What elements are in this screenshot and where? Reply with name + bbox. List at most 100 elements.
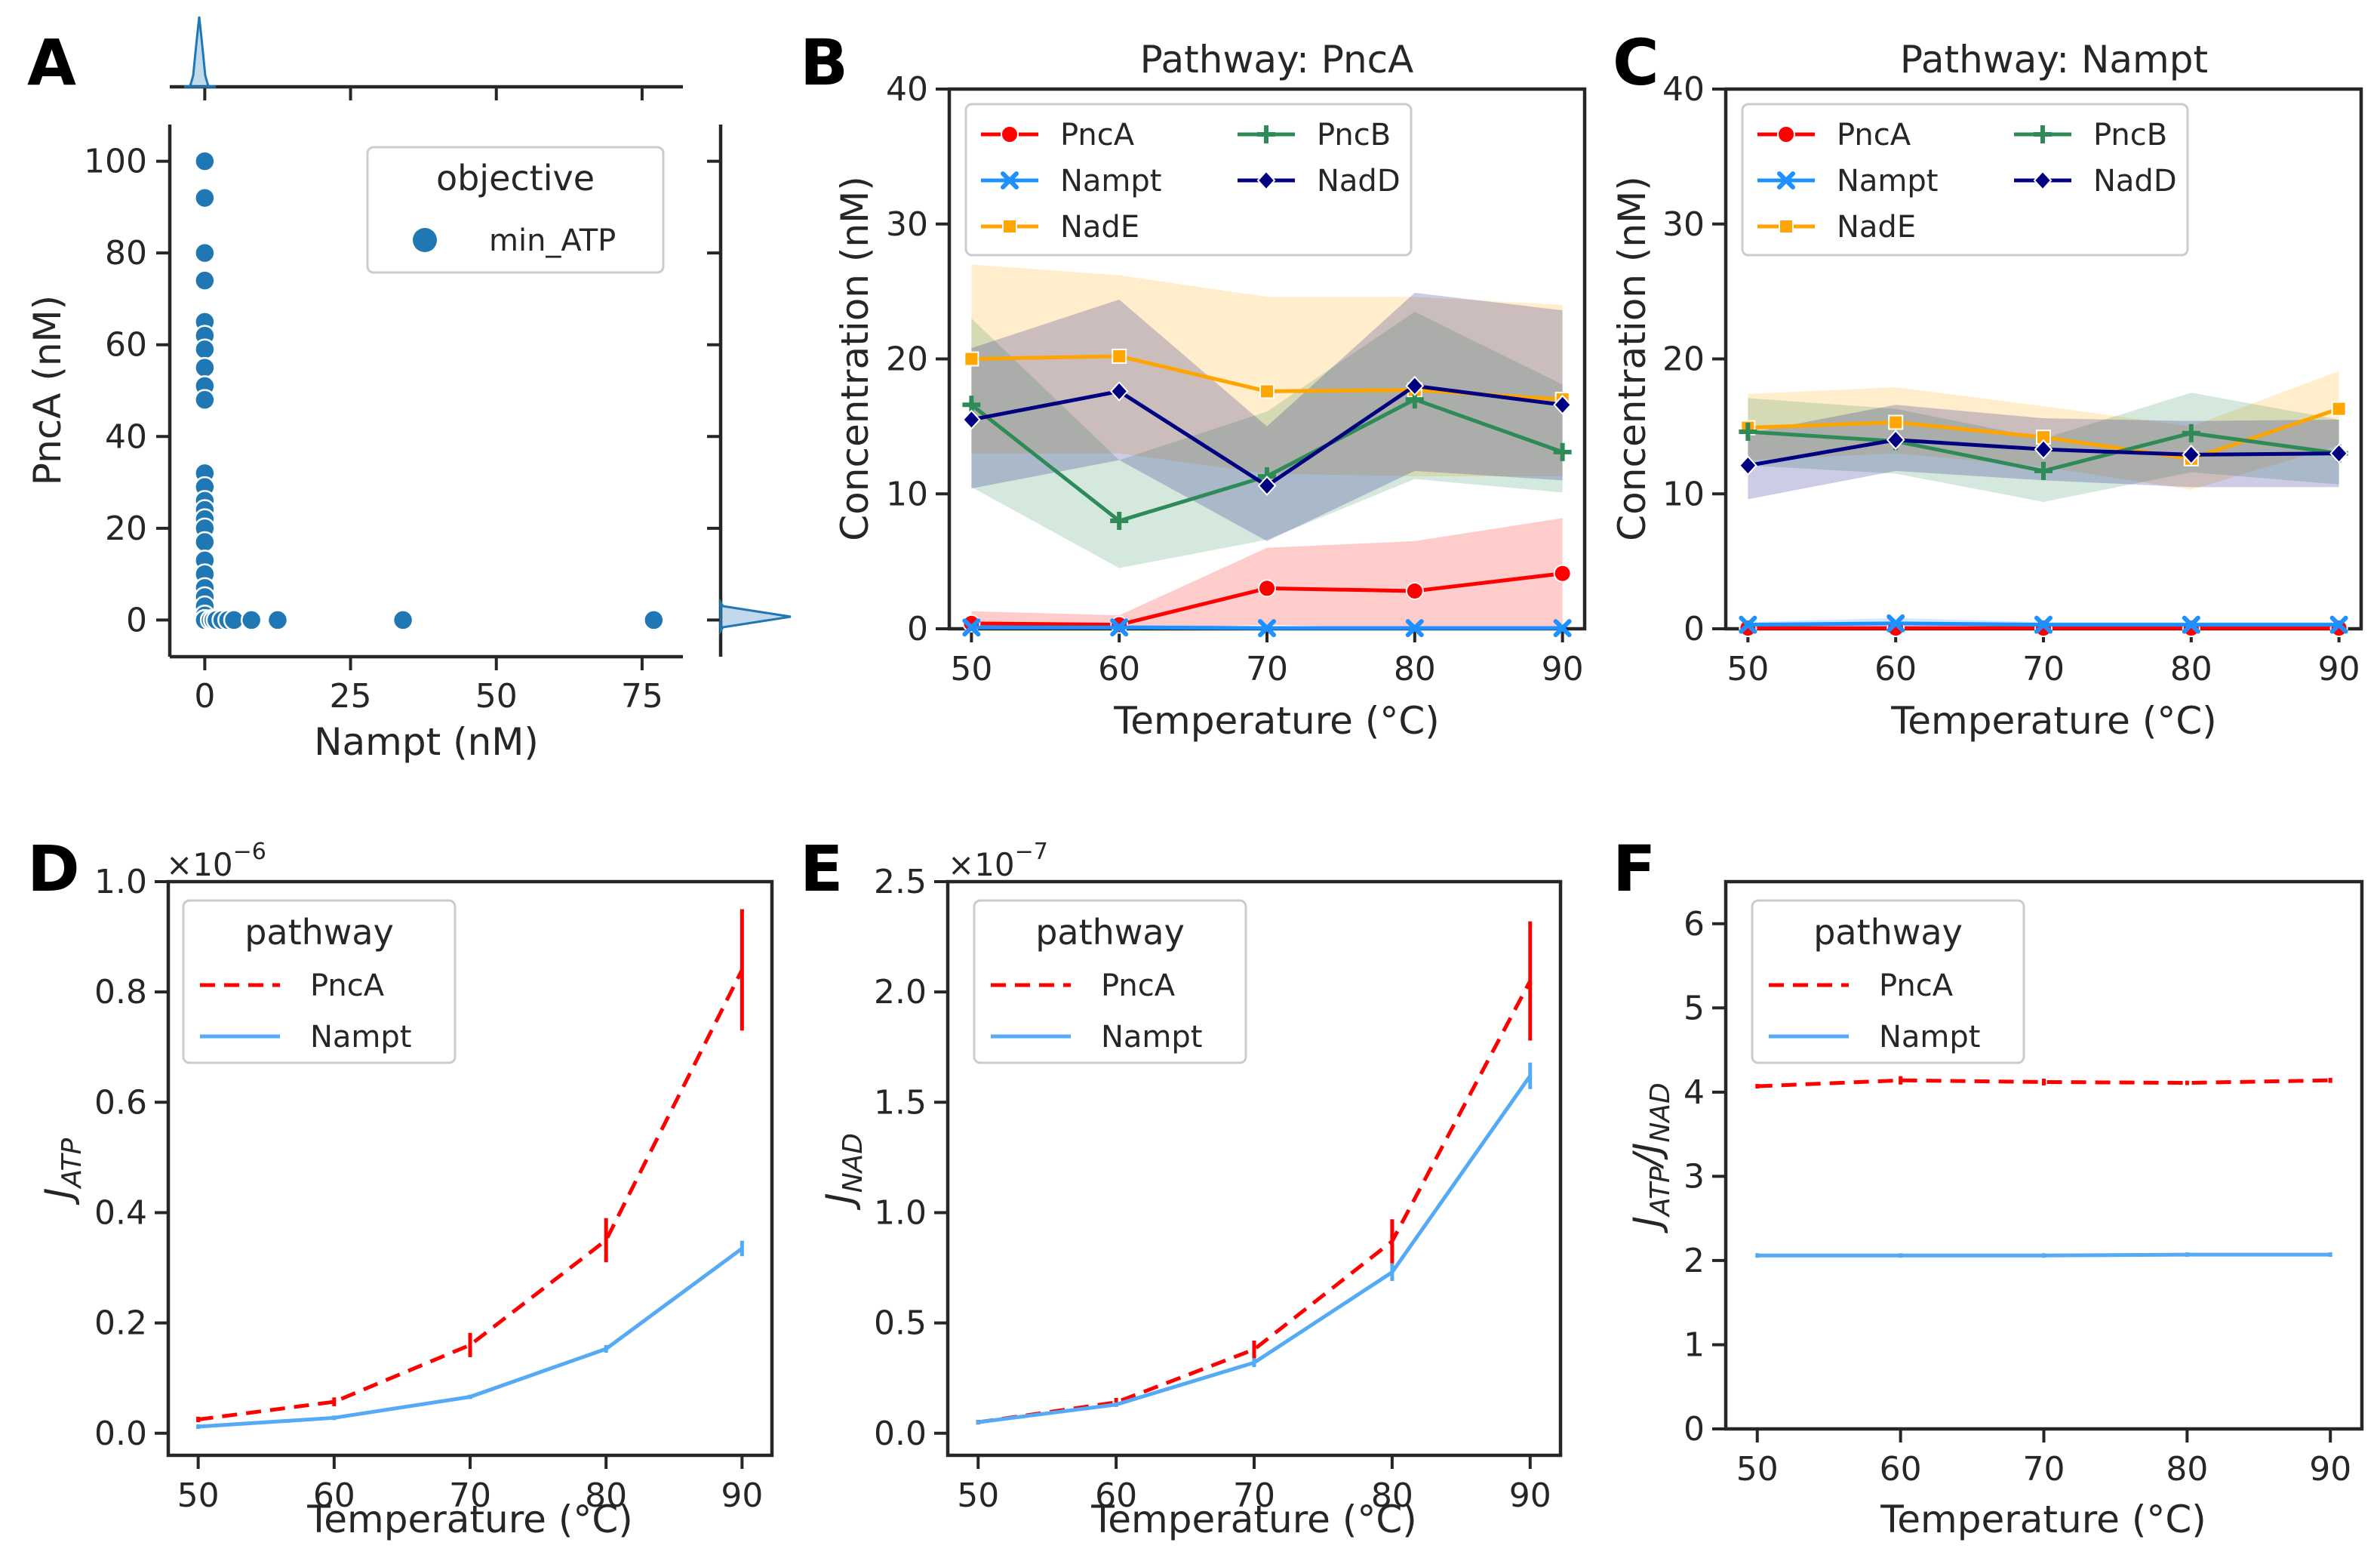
x-tick-label: 60 bbox=[1095, 1476, 1137, 1515]
scatter-point bbox=[392, 609, 414, 631]
y-tick-label: 20 bbox=[105, 510, 147, 548]
y-axis-label: JATP/JNAD bbox=[1625, 1082, 1676, 1233]
scatter-point bbox=[643, 609, 665, 631]
y-axis-label: JATP bbox=[37, 1138, 88, 1205]
legend: PncA Nampt NadE PncB NadD bbox=[1741, 103, 2189, 257]
legend-marker bbox=[1001, 171, 1019, 189]
panel-c: C Pathway: Nampt 50 60 70 80 90 0 10 20 30 40 Tem… bbox=[1610, 26, 2363, 743]
axis-ticks: 50 60 70 80 90 0 1 2 3 4 5 6 bbox=[1684, 905, 2351, 1489]
data-point-nampt bbox=[1258, 619, 1276, 638]
y-axis-label: Concentration (nM) bbox=[833, 176, 877, 540]
plot-area bbox=[976, 921, 1533, 1425]
x-tick-label: 75 bbox=[621, 677, 663, 716]
legend-marker bbox=[1777, 171, 1795, 189]
top-marginal-ticks bbox=[203, 87, 644, 100]
data-point-nadd bbox=[1739, 455, 1757, 476]
legend-label: PncA bbox=[310, 968, 385, 1003]
x-axis-label: Temperature (°C) bbox=[1880, 1498, 2206, 1541]
legend: objective min_ATP bbox=[366, 146, 665, 274]
legend-label: PncB bbox=[1317, 118, 1391, 152]
x-tick-label: 90 bbox=[2309, 1450, 2351, 1489]
ci-band-nade bbox=[971, 264, 1563, 477]
x-tick-label: 90 bbox=[1509, 1476, 1551, 1515]
y-tick-label: 0.0 bbox=[874, 1415, 927, 1453]
legend-frame bbox=[964, 103, 1413, 257]
scatter-point bbox=[194, 356, 216, 379]
legend-label: NadD bbox=[1317, 164, 1401, 199]
panel-b: B Pathway: PncA 50 60 70 80 90 0 10 20 30 40 Temp… bbox=[800, 26, 1587, 743]
legend-label: min_ATP bbox=[489, 223, 616, 258]
panel-f: F 50 60 70 80 90 0 1 2 3 4 5 6 Temperature (°C) JAT… bbox=[1613, 832, 2364, 1541]
data-point-pncb bbox=[2182, 423, 2200, 442]
y-tick-label: 0.0 bbox=[94, 1415, 147, 1453]
legend-marker bbox=[2034, 125, 2052, 143]
x-ticks: 0 25 50 75 bbox=[194, 657, 663, 716]
panel-letter-d: D bbox=[27, 832, 80, 906]
scatter-point bbox=[266, 609, 289, 631]
y-tick-label: 0 bbox=[126, 601, 147, 639]
y-tick-label: 3 bbox=[1684, 1157, 1705, 1196]
legend-frame bbox=[973, 899, 1247, 1064]
y-tick-label: 40 bbox=[1662, 70, 1705, 109]
y-scale-label: ×10−6 bbox=[166, 839, 266, 883]
x-tick-label: 60 bbox=[313, 1476, 355, 1515]
y-tick-label: 6 bbox=[1684, 905, 1705, 944]
plot-title: Pathway: Nampt bbox=[1900, 38, 2208, 82]
y-tick-label: 1.0 bbox=[874, 1193, 927, 1232]
data-point-pncb bbox=[1110, 512, 1129, 530]
legend-title: pathway bbox=[1813, 912, 1963, 953]
legend: pathway PncA Nampt bbox=[973, 899, 1247, 1064]
right-kde-curve bbox=[719, 598, 792, 636]
x-tick-label: 50 bbox=[1727, 650, 1769, 688]
x-tick-label: 80 bbox=[2166, 1450, 2208, 1489]
x-tick-label: 60 bbox=[1874, 650, 1917, 688]
x-tick-label: 80 bbox=[585, 1476, 627, 1515]
y-tick-label: 1 bbox=[1684, 1325, 1705, 1364]
scatter-point bbox=[194, 338, 216, 361]
y-tick-label: 20 bbox=[1662, 340, 1705, 379]
x-tick-label: 90 bbox=[1542, 650, 1584, 688]
legend-label: Nampt bbox=[1879, 1020, 1980, 1055]
data-point-nadd bbox=[1553, 394, 1572, 415]
scatter-point bbox=[240, 609, 263, 631]
axis-ticks: 50 60 70 80 90 0.0 0.5 1.0 1.5 2.0 2.5 bbox=[874, 863, 1551, 1515]
data-point-nade bbox=[1112, 348, 1127, 364]
x-axis-label: Temperature (°C) bbox=[306, 1498, 633, 1541]
data-point-pncb bbox=[1739, 423, 1757, 442]
data-point-nampt bbox=[2182, 615, 2200, 634]
data-point-nadd bbox=[2182, 444, 2201, 465]
x-axis-label: Nampt (nM) bbox=[314, 720, 539, 764]
x-tick-label: 50 bbox=[1736, 1450, 1779, 1489]
data-point-nadd bbox=[1405, 375, 1425, 396]
legend-frame bbox=[182, 899, 457, 1064]
y-tick-label: 0.4 bbox=[94, 1193, 147, 1232]
data-point-nadd bbox=[1257, 476, 1277, 497]
y-tick-label: 4 bbox=[1684, 1073, 1705, 1112]
legend-label: PncA bbox=[1837, 118, 1911, 152]
panel-letter-f: F bbox=[1613, 832, 1656, 906]
scatter-points bbox=[194, 150, 665, 631]
x-tick-label: 50 bbox=[957, 1476, 999, 1515]
data-point-pnca bbox=[1258, 579, 1276, 598]
y-tick-label: 0 bbox=[907, 610, 928, 648]
top-kde-curve bbox=[183, 16, 217, 88]
legend-frame bbox=[1741, 103, 2189, 257]
x-tick-label: 70 bbox=[1246, 650, 1288, 688]
legend-marker bbox=[2033, 170, 2053, 191]
plot-area bbox=[962, 264, 1572, 638]
legend-label: PncA bbox=[1879, 968, 1954, 1003]
y-axis-label: Concentration (nM) bbox=[1610, 176, 1654, 540]
y-tick-label: 10 bbox=[1662, 475, 1705, 513]
series-line-nampt bbox=[977, 1074, 1532, 1424]
panel-letter-a: A bbox=[27, 26, 76, 100]
legend-marker bbox=[1001, 125, 1019, 143]
ci-band-pnca bbox=[971, 518, 1563, 629]
x-tick-label: 70 bbox=[449, 1476, 491, 1515]
legend-label: NadD bbox=[2093, 164, 2177, 199]
panel-letter-c: C bbox=[1613, 26, 1659, 100]
data-point-pncb bbox=[2034, 461, 2053, 480]
data-point-pnca bbox=[1405, 581, 1424, 600]
x-tick-label: 70 bbox=[2023, 1450, 2065, 1489]
panel-letter-b: B bbox=[800, 26, 848, 100]
data-point-pncb bbox=[1553, 442, 1572, 461]
